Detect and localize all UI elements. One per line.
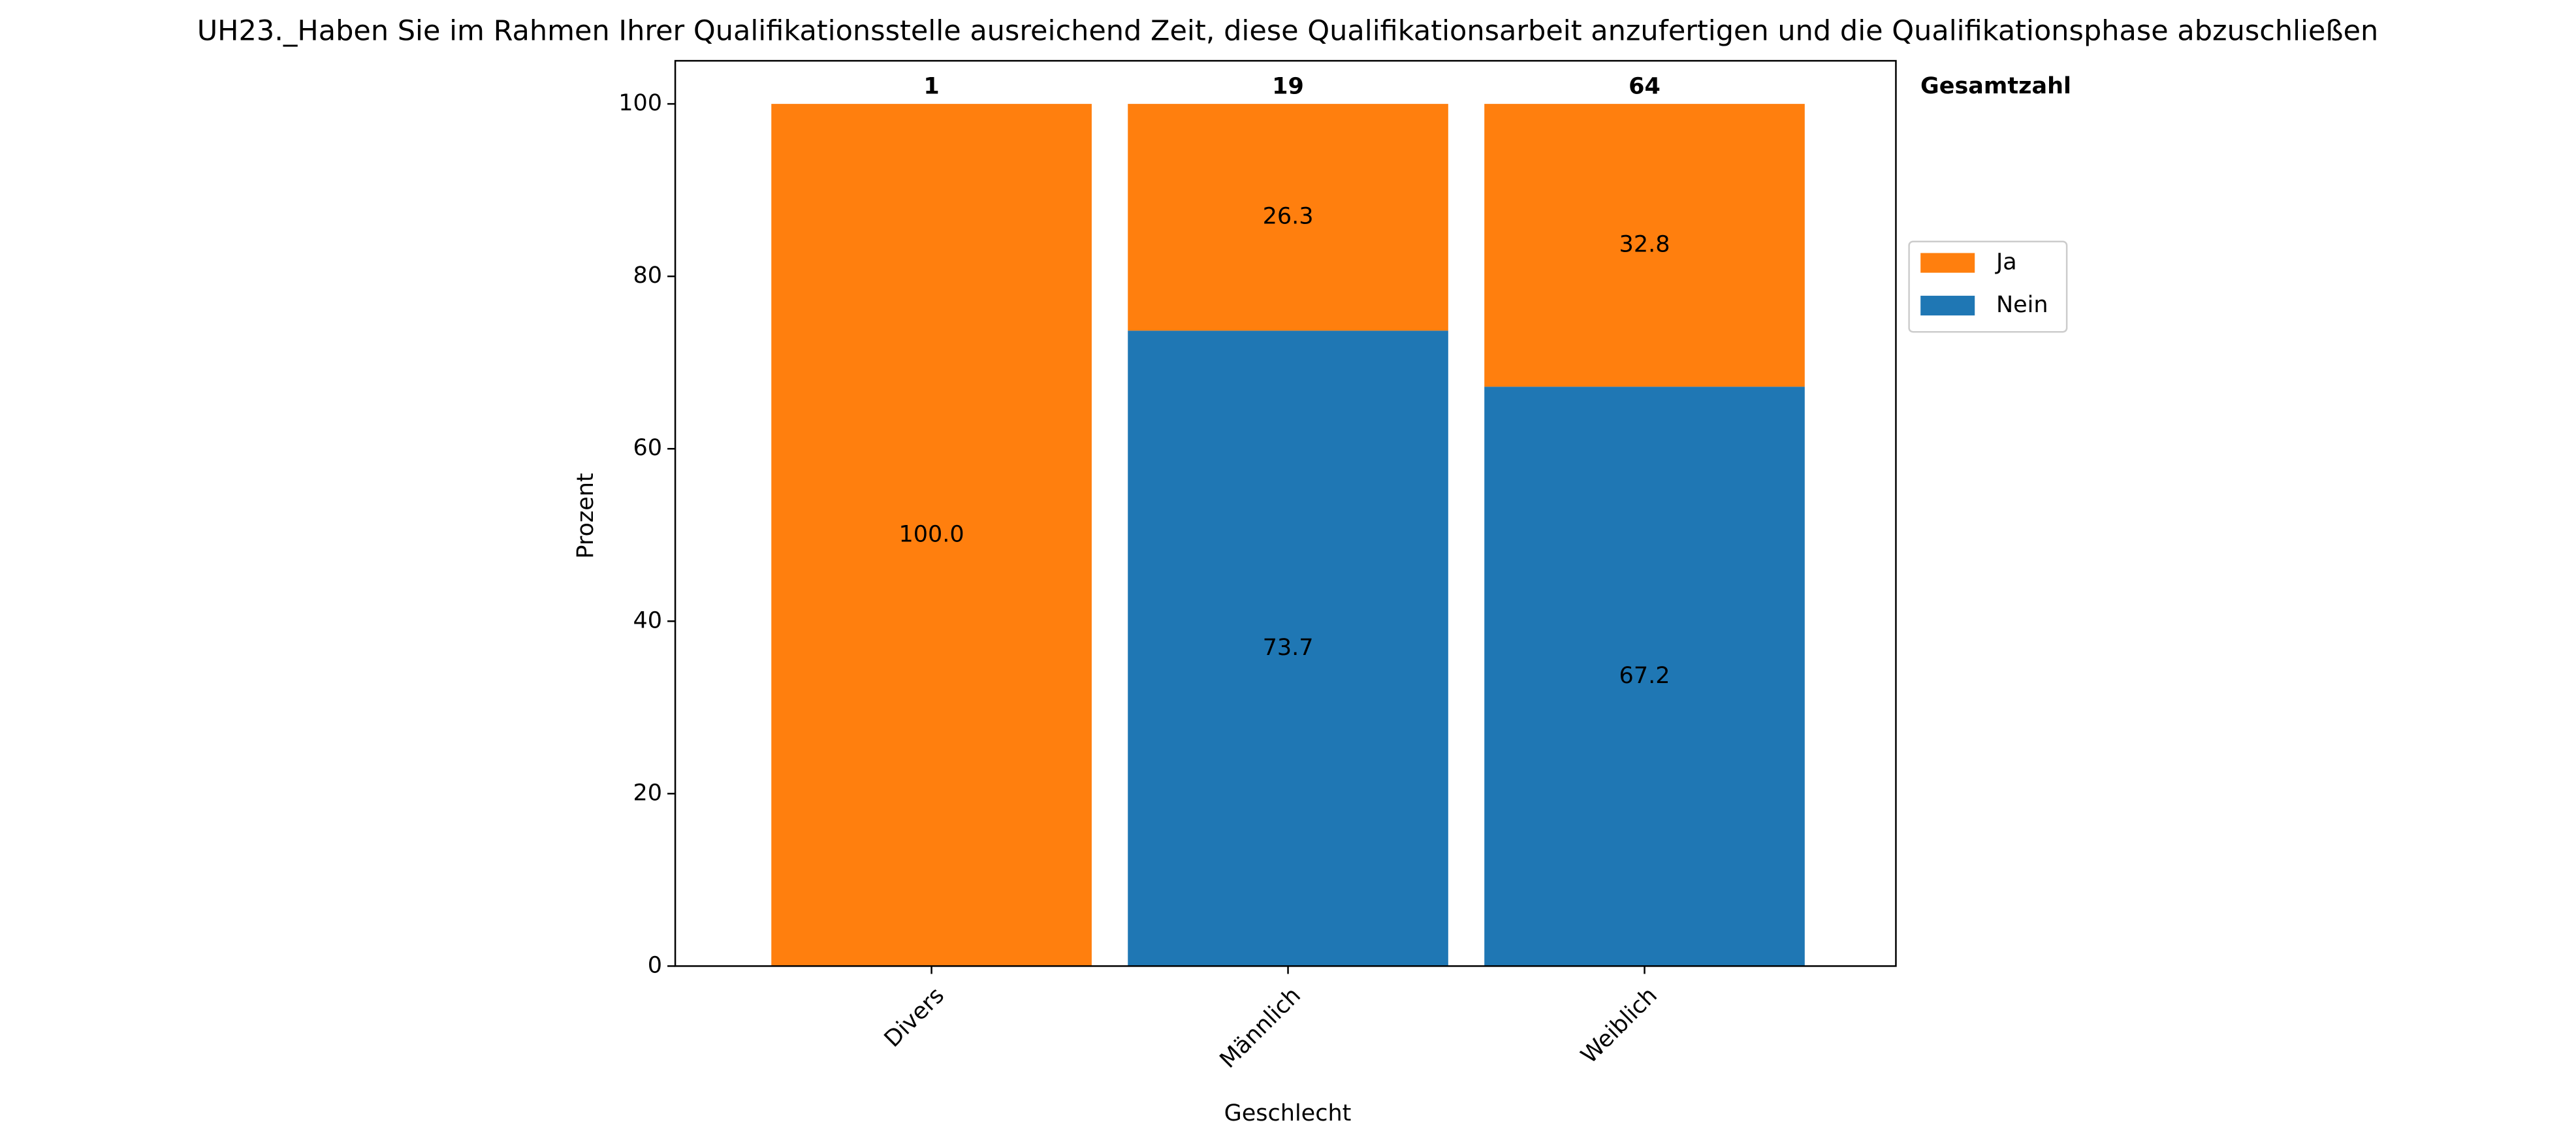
value-label: 100.0 [898, 521, 964, 547]
bar-segment [771, 104, 1092, 966]
totals-label: Gesamtzahl [1920, 73, 2071, 99]
chart-title: UH23._Haben Sie im Rahmen Ihrer Qualifik… [197, 15, 2379, 48]
bar-segment [1128, 104, 1448, 331]
x-axis-label: Geschlecht [1224, 1100, 1352, 1126]
legend-label: Ja [1995, 249, 2017, 276]
legend-swatch [1920, 295, 1975, 316]
legend: Ja Nein [1908, 240, 2068, 333]
bar-segment [1128, 330, 1448, 966]
total-label: 19 [1272, 73, 1304, 99]
x-tick-label: Divers [880, 983, 949, 1053]
value-label: 26.3 [1263, 204, 1314, 230]
y-tick-label: 20 [633, 780, 663, 806]
y-axis-label: Prozent [573, 473, 599, 558]
total-label: 64 [1629, 73, 1661, 99]
value-label: 32.8 [1619, 232, 1670, 258]
y-tick-label: 80 [633, 263, 663, 289]
bar-segment [1484, 387, 1805, 966]
total-label: 1 [923, 73, 939, 99]
y-tick-label: 100 [618, 90, 662, 116]
value-label: 73.7 [1263, 635, 1314, 661]
bar-segment [1484, 104, 1805, 387]
y-tick-label: 40 [633, 607, 663, 633]
legend-label: Nein [1996, 292, 2048, 318]
plot-frame [674, 59, 1897, 967]
y-tick-label: 60 [633, 435, 663, 461]
x-tick-label: Weiblich [1576, 983, 1662, 1069]
value-label: 67.2 [1619, 663, 1670, 689]
legend-swatch [1920, 253, 1975, 273]
y-tick-label: 0 [648, 952, 662, 978]
x-tick-label: Männlich [1215, 983, 1306, 1074]
